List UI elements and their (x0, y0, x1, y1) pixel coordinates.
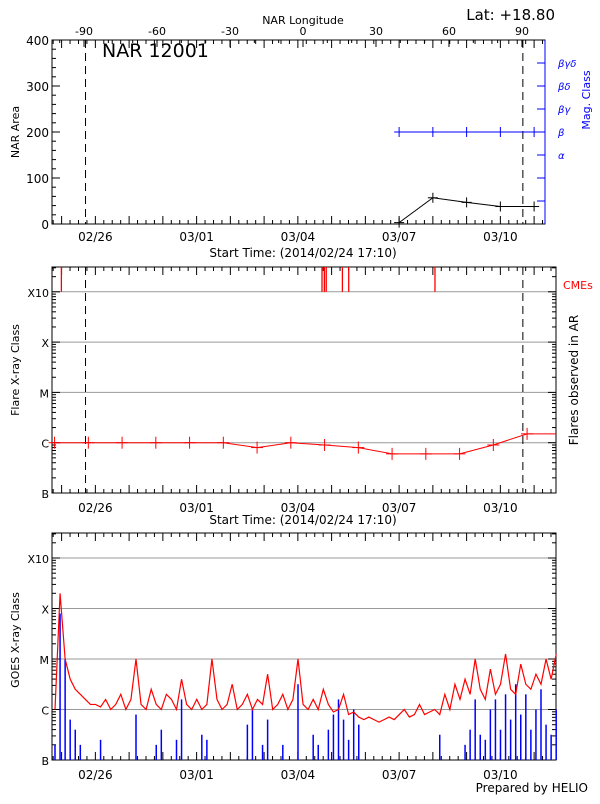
y-tick-label: B (41, 755, 49, 768)
x-tick-label: 03/10 (483, 230, 518, 244)
longitude-tick-label: -30 (221, 25, 239, 38)
y-tick-label: 200 (26, 126, 49, 140)
y-tick-label: M (40, 654, 50, 667)
x-tick-label: 03/01 (179, 501, 214, 515)
y-tick-label: 0 (41, 218, 49, 232)
y-tick-label: 300 (26, 80, 49, 94)
panel1-right-ylabel: Mag. Class (580, 70, 593, 129)
longitude-tick-label: 90 (515, 25, 529, 38)
x-tick-label: 03/01 (179, 230, 214, 244)
mag-class-tick-label: βδ (557, 82, 571, 93)
x-tick-label: 03/07 (382, 501, 417, 515)
x-tick-label: 02/26 (78, 501, 113, 515)
panel-flare-class: B C M X X10 02/26 03/01 03/04 03/07 03/10 (27, 266, 557, 515)
mag-class-tick-label: βγ (557, 105, 571, 116)
plot-frame (51, 266, 557, 494)
longitude-tick-label: 60 (442, 25, 456, 38)
x-tick-label: 03/10 (483, 768, 518, 782)
x-tick-label: 03/07 (382, 768, 417, 782)
longitude-tick-label: -60 (148, 25, 166, 38)
panel3-ylabel: GOES X-ray Class (9, 592, 22, 688)
mag-class-tick-label: α (558, 151, 565, 162)
x-tick-label: 03/01 (179, 768, 214, 782)
y-tick-label: X10 (27, 287, 49, 300)
panel1-ylabel: NAR Area (9, 106, 22, 158)
y-tick-label: M (40, 387, 50, 400)
x-tick-label: 03/07 (382, 230, 417, 244)
flare-class-line (54, 433, 556, 455)
mag-class-tick-label: βγδ (557, 59, 576, 70)
x-tick-label: 02/26 (78, 230, 113, 244)
panel-nar-area: 0 100 200 300 400 α β βγ βδ βγδ -90 -60 -30 0 30 60 90 02… (26, 25, 576, 244)
mag-class-tick-label: β (557, 128, 565, 139)
y-tick-label: X10 (27, 553, 49, 566)
x-tick-label: 02/26 (78, 768, 113, 782)
goes-long-channel-line (54, 593, 557, 723)
top-axis-label: NAR Longitude (262, 14, 344, 27)
longitude-tick-label: 0 (300, 25, 307, 38)
x-tick-label: 03/10 (483, 501, 518, 515)
panel2-right-ylabel: Flares observed in AR (567, 315, 581, 445)
footer-credit: Prepared by HELIO (476, 781, 588, 795)
panel1-title: NAR 12001 (102, 40, 209, 62)
panel1-xlabel: Start Time: (2014/02/24 17:10) (209, 246, 396, 260)
cme-label: CMEs (563, 279, 593, 292)
y-tick-label: B (41, 488, 49, 501)
y-tick-label: X (41, 604, 49, 617)
y-tick-label: 400 (26, 34, 49, 48)
panel2-xlabel: Start Time: (2014/02/24 17:10) (209, 513, 396, 527)
y-tick-label: X (41, 337, 49, 350)
longitude-tick-label: 30 (369, 25, 383, 38)
latitude-label: Lat: +18.80 (466, 6, 555, 24)
panel-goes-xray: B C M X X10 02/26 03/01 03/04 03/07 03/10 (27, 532, 557, 782)
y-tick-label: C (41, 705, 49, 718)
longitude-tick-label: -90 (75, 25, 93, 38)
plot-frame (51, 532, 557, 761)
y-tick-label: C (41, 438, 49, 451)
x-tick-label: 03/04 (281, 501, 316, 515)
panel2-ylabel: Flare X-ray Class (9, 324, 22, 416)
y-tick-label: 100 (26, 172, 49, 186)
x-tick-label: 03/04 (281, 768, 316, 782)
x-tick-label: 03/04 (281, 230, 316, 244)
